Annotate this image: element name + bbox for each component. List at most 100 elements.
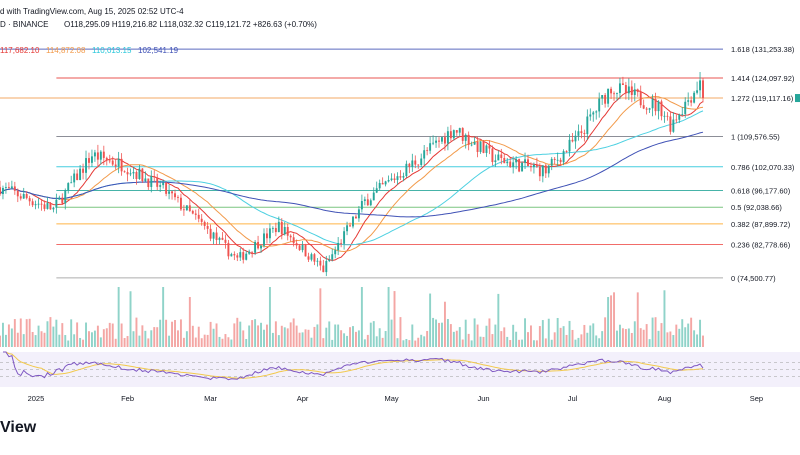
candle-body-133 (393, 178, 396, 180)
chart-header: d with TradingView.com, Aug 15, 2025 02:… (0, 7, 317, 55)
volume-bar-152 (449, 324, 452, 347)
ma1-value: 117,682.10 (0, 46, 40, 55)
volume-bar-75 (221, 338, 224, 347)
volume-bar-162 (479, 336, 482, 347)
volume-bar-34 (99, 337, 102, 347)
volume-bar-127 (375, 336, 378, 347)
candle-body-61 (179, 197, 182, 210)
candle-body-31 (90, 156, 93, 163)
candle-body-140 (414, 160, 417, 165)
volume-bar-237 (702, 335, 704, 347)
candle-body-18 (52, 207, 55, 210)
candle-body-85 (251, 251, 254, 253)
candle-body-74 (218, 237, 221, 241)
volume-bar-70 (206, 334, 209, 347)
volume-bar-158 (467, 333, 470, 347)
volume-bar-137 (405, 338, 408, 347)
candle-body-197 (583, 133, 586, 135)
candle-body-44 (129, 173, 132, 175)
candle-body-235 (696, 90, 699, 93)
candle-body-232 (687, 100, 690, 102)
volume-bar-120 (354, 331, 357, 347)
volume-bar-140 (414, 340, 417, 347)
volume-bar-138 (408, 340, 411, 347)
volume-bar-9 (25, 319, 28, 347)
exchange-label: D · BINANCE (0, 20, 48, 29)
volume-bar-224 (663, 290, 666, 347)
candle-body-142 (420, 158, 423, 166)
candle-body-94 (277, 221, 280, 233)
candle-body-88 (260, 245, 262, 249)
candle-body-40 (117, 158, 120, 167)
volume-bar-190 (562, 326, 565, 347)
volume-bar-184 (544, 338, 547, 347)
candle-body-104 (307, 256, 310, 260)
volume-bar-181 (535, 340, 538, 347)
fib-label-2: 1.272 (119,117.16) (731, 94, 794, 103)
volume-bar-17 (49, 317, 52, 347)
candle-body-71 (209, 228, 212, 239)
volume-bar-155 (458, 327, 461, 347)
candle-body-13 (37, 203, 40, 205)
volume-bar-112 (331, 339, 334, 347)
volume-bar-40 (117, 287, 120, 347)
volume-bar-121 (357, 330, 360, 347)
volume-bar-113 (334, 324, 337, 347)
volume-bar-29 (85, 322, 87, 347)
candle-body-209 (618, 83, 621, 93)
x-tick-5: Jun (477, 394, 489, 403)
candle-body-37 (108, 160, 111, 162)
candle-body-192 (568, 139, 571, 152)
candle-body-81 (239, 252, 242, 258)
candle-body-1 (2, 187, 4, 195)
candle-body-179 (530, 166, 532, 168)
volume-bar-168 (497, 293, 500, 347)
volume-bar-105 (310, 337, 313, 347)
candle-body-208 (616, 92, 618, 94)
volume-bar-67 (197, 326, 200, 347)
moving-averages (0, 89, 704, 262)
x-tick-2: Mar (204, 394, 217, 403)
volume-bar-148 (438, 322, 440, 347)
volume-bar-58 (171, 321, 174, 347)
candle-body-228 (675, 119, 678, 121)
volume-bar-0 (0, 335, 1, 347)
candle-body-176 (521, 162, 524, 172)
volume-bar-38 (111, 323, 114, 347)
candle-body-113 (334, 250, 337, 255)
volume-bar-18 (52, 326, 55, 347)
candle-body-114 (337, 242, 340, 251)
candle-body-221 (654, 99, 657, 112)
candle-body-109 (322, 265, 325, 273)
candle-body-137 (405, 163, 408, 177)
volume-bar-206 (610, 295, 613, 347)
candle-body-42 (123, 171, 126, 173)
fib-label-6: 0.5 (92,038.66) (731, 203, 782, 212)
fib-label-4: 0.786 (102,070.33) (731, 163, 795, 172)
volume-bar-165 (488, 318, 491, 347)
volume-bar-149 (441, 322, 443, 347)
volume-bar-78 (230, 339, 233, 347)
volume-bar-87 (257, 325, 260, 347)
candle-body-154 (455, 130, 458, 133)
candle-body-62 (182, 209, 185, 211)
candle-body-60 (177, 197, 179, 198)
volume-bar-84 (248, 325, 251, 347)
volume-bar-114 (337, 324, 340, 347)
volume-bar-51 (150, 330, 153, 347)
candle-body-121 (357, 209, 360, 219)
candle-body-128 (378, 182, 381, 189)
candle-body-90 (266, 233, 268, 239)
ma3-value: 110,013.15 (92, 46, 132, 55)
candle-body-230 (681, 113, 684, 115)
candle-body-165 (488, 145, 491, 149)
candle-body-144 (426, 150, 429, 152)
candle-body-187 (553, 158, 556, 160)
volume-bar-83 (245, 339, 248, 347)
candle-body-175 (518, 159, 521, 172)
volume-bar-116 (343, 333, 346, 347)
candle-body-82 (242, 252, 245, 260)
x-tick-4: May (384, 394, 398, 403)
candle-body-28 (82, 168, 85, 173)
volume-bar-159 (470, 340, 473, 347)
